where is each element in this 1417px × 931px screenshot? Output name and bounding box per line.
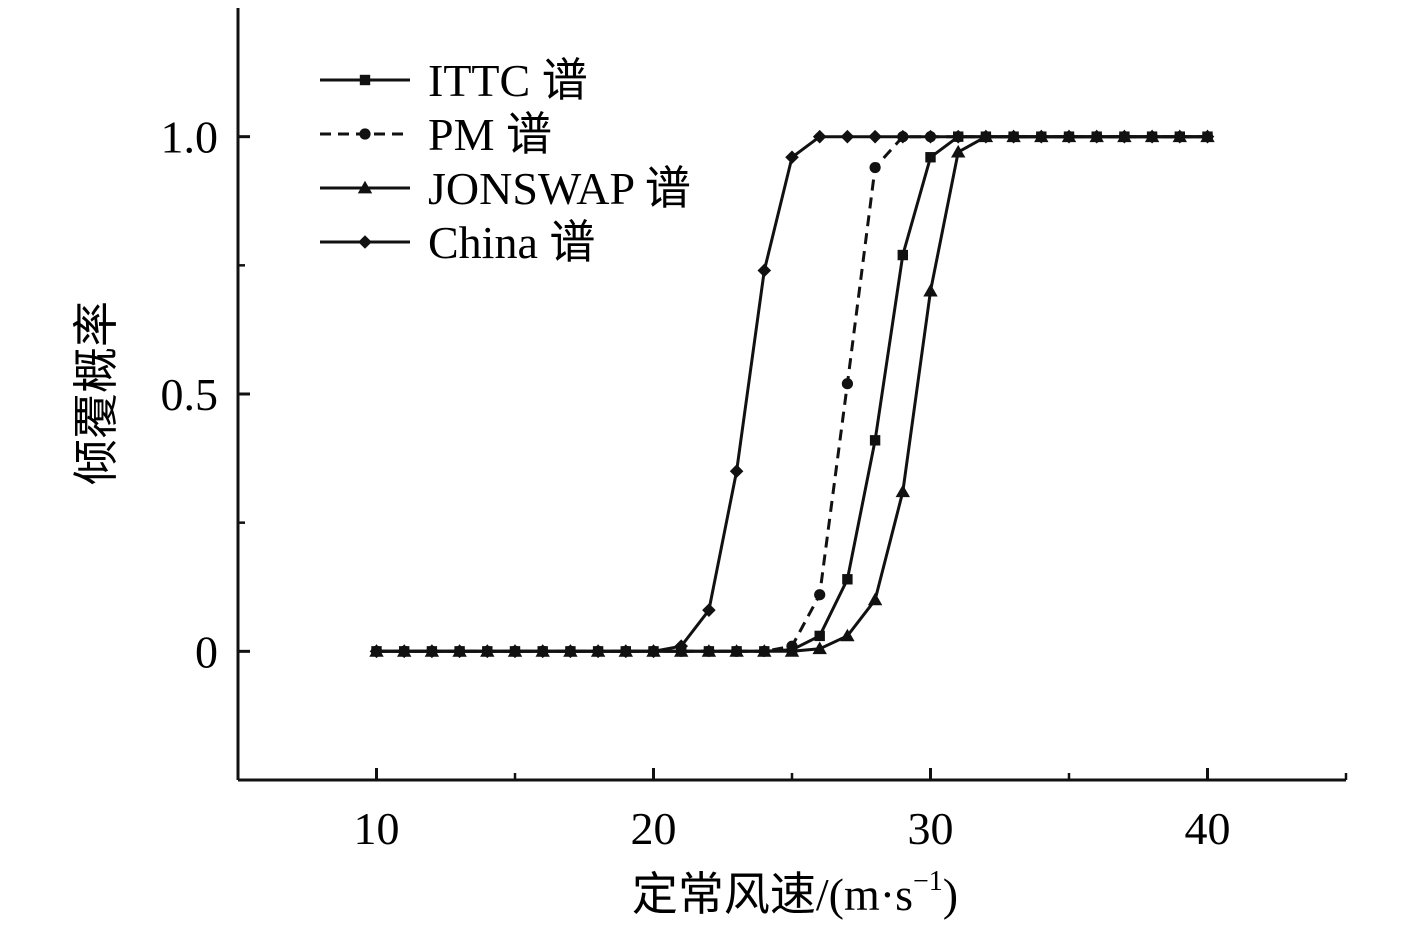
data-point	[1145, 129, 1159, 144]
data-point	[895, 484, 910, 498]
legend-label: PM 谱	[428, 109, 552, 160]
data-point	[369, 644, 384, 659]
legend-entry: China 谱	[320, 217, 595, 268]
legend-marker	[357, 180, 373, 194]
y-tick-label: 1.0	[161, 112, 219, 163]
data-point	[896, 129, 910, 144]
data-point	[757, 644, 772, 657]
x-tick-label: 40	[1185, 803, 1231, 854]
data-point	[1089, 129, 1104, 144]
data-point	[814, 589, 826, 601]
data-point	[979, 129, 993, 144]
data-point	[1034, 129, 1049, 144]
x-tick-label: 20	[631, 803, 677, 854]
data-point	[757, 263, 772, 278]
data-point	[702, 603, 716, 617]
data-point	[923, 129, 938, 144]
data-point	[1173, 129, 1187, 144]
data-point	[868, 129, 882, 144]
legend-label: ITTC 谱	[428, 55, 588, 106]
x-axis-title-close: )	[943, 869, 958, 920]
series-layer	[369, 129, 1215, 659]
data-point	[508, 644, 522, 659]
legend-marker	[359, 74, 371, 86]
data-point	[729, 464, 744, 478]
y-axis-title: 倾覆概率	[71, 301, 122, 485]
data-point	[923, 283, 938, 297]
data-point	[674, 639, 688, 653]
y-tick-label: 0.5	[161, 369, 219, 420]
axes	[236, 8, 1346, 782]
data-point	[784, 644, 800, 657]
legend-marker	[358, 235, 372, 249]
data-point	[925, 152, 936, 163]
data-point	[646, 644, 661, 659]
data-point	[842, 574, 853, 585]
data-point	[869, 435, 881, 446]
data-point	[619, 644, 633, 659]
legend-entry: ITTC 谱	[320, 55, 588, 106]
data-point	[951, 144, 966, 158]
series-4	[369, 129, 1215, 659]
data-point	[1117, 129, 1132, 144]
data-point	[591, 644, 605, 659]
legend-label: China 谱	[428, 217, 595, 268]
x-axis-title-main: 定常风速/(m·s	[632, 869, 913, 920]
x-tick-label: 10	[354, 803, 400, 854]
data-point	[814, 630, 825, 642]
data-point	[563, 644, 578, 659]
data-point	[425, 644, 439, 659]
x-tick-label: 30	[908, 803, 954, 854]
data-point	[897, 249, 908, 261]
data-point	[840, 129, 855, 144]
legend-entry: JONSWAP 谱	[320, 163, 691, 214]
data-point	[840, 628, 855, 642]
data-point	[1200, 129, 1215, 144]
data-point	[841, 378, 854, 390]
x-axis-title-superscript: −1	[913, 866, 943, 897]
data-point	[869, 161, 881, 174]
data-point	[452, 644, 467, 659]
x-axis-title: 定常风速/(m·s−1)	[632, 866, 958, 920]
ticks: 0 0.5 1.0 10 20 30 40	[161, 112, 1348, 854]
data-point	[1062, 129, 1076, 144]
y-tick-label: 0	[195, 626, 218, 677]
legend-label: JONSWAP 谱	[428, 163, 691, 214]
data-point	[397, 644, 411, 659]
data-point	[701, 644, 717, 657]
data-point	[729, 644, 744, 657]
data-point	[535, 644, 550, 659]
data-point	[812, 641, 827, 655]
data-point	[480, 644, 495, 659]
data-point	[812, 129, 827, 144]
data-point	[785, 150, 799, 165]
data-point	[1006, 129, 1021, 144]
data-point	[951, 129, 965, 144]
legend-entry: PM 谱	[320, 109, 552, 160]
legend-marker	[359, 128, 371, 140]
data-point	[867, 592, 883, 606]
